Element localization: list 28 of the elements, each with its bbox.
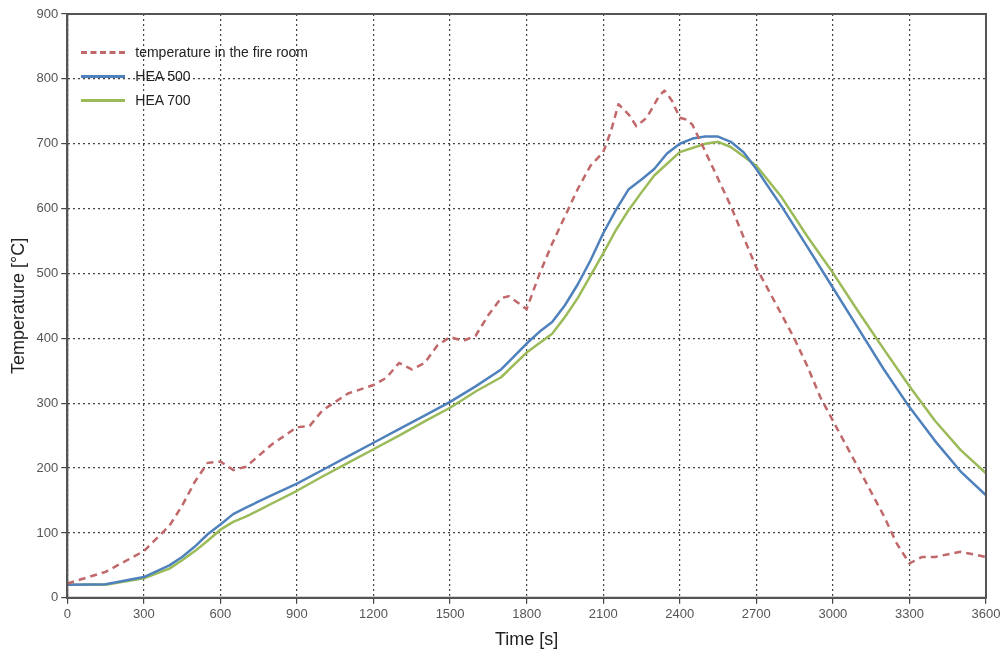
legend-label: HEA 700	[135, 91, 191, 110]
x-tick-label: 1500	[435, 606, 465, 622]
x-tick-label: 3600	[971, 606, 1001, 622]
y-tick-label: 800	[36, 70, 59, 86]
x-tick-label: 2100	[588, 606, 618, 622]
x-tick-label: 2700	[741, 606, 771, 622]
legend-label: HEA 500	[135, 67, 191, 86]
x-axis-title: Time [s]	[494, 629, 559, 650]
x-tick-label: 3000	[818, 606, 848, 622]
y-tick-label: 100	[36, 524, 59, 540]
legend-label: temperature in the fire room	[135, 43, 309, 62]
y-axis-title: Temperature [°C]	[7, 237, 28, 375]
x-tick-label: 0	[63, 606, 71, 622]
y-tick-label: 0	[51, 589, 59, 605]
y-tick-label: 500	[36, 265, 59, 281]
y-tick-label: 600	[36, 200, 59, 216]
y-tick-label: 300	[36, 394, 59, 410]
x-tick-label: 3300	[894, 606, 924, 622]
x-tick-label: 600	[209, 606, 232, 622]
y-tick-label: 900	[36, 5, 59, 21]
x-tick-label: 2400	[665, 606, 695, 622]
y-tick-label: 700	[36, 135, 59, 151]
y-tick-label: 200	[36, 459, 59, 475]
x-tick-label: 1200	[359, 606, 388, 622]
x-tick-label: 300	[133, 606, 155, 622]
x-tick-label: 900	[286, 606, 308, 622]
x-tick-label: 1800	[512, 606, 542, 622]
y-tick-label: 400	[36, 329, 59, 345]
